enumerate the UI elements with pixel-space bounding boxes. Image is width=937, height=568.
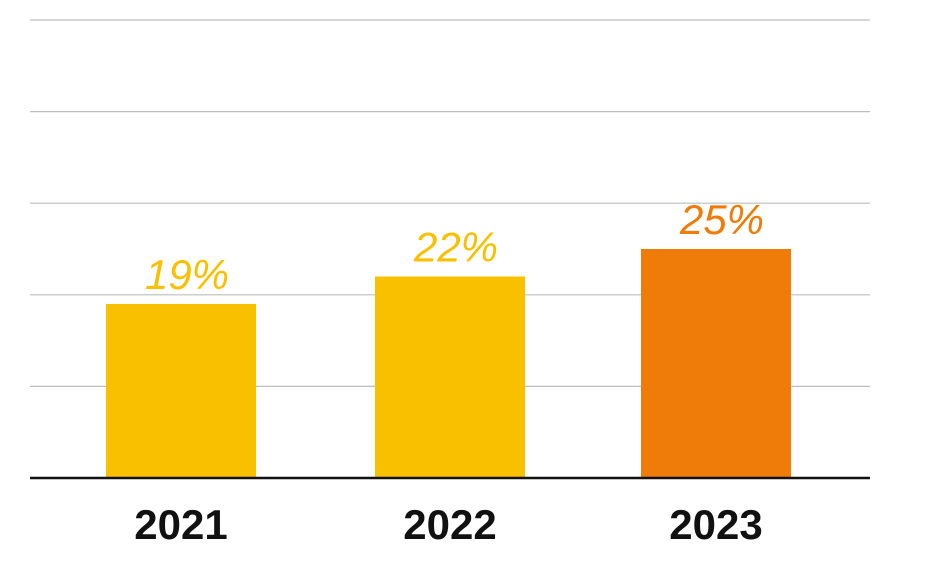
data-label-2021: 19% — [145, 251, 229, 298]
data-label-2022: 22% — [413, 223, 498, 270]
bar-2022 — [375, 276, 525, 478]
data-label-2023: 25% — [679, 196, 764, 243]
bar-2023 — [641, 249, 791, 478]
x-tick-labels: 2021 2022 2023 — [134, 501, 762, 548]
bars — [106, 249, 791, 478]
x-tick-label-2023: 2023 — [669, 501, 762, 548]
x-tick-label-2022: 2022 — [403, 501, 496, 548]
data-labels: 19% 22% 25% — [145, 196, 764, 298]
bar-2021 — [106, 303, 256, 478]
x-tick-label-2021: 2021 — [134, 501, 227, 548]
